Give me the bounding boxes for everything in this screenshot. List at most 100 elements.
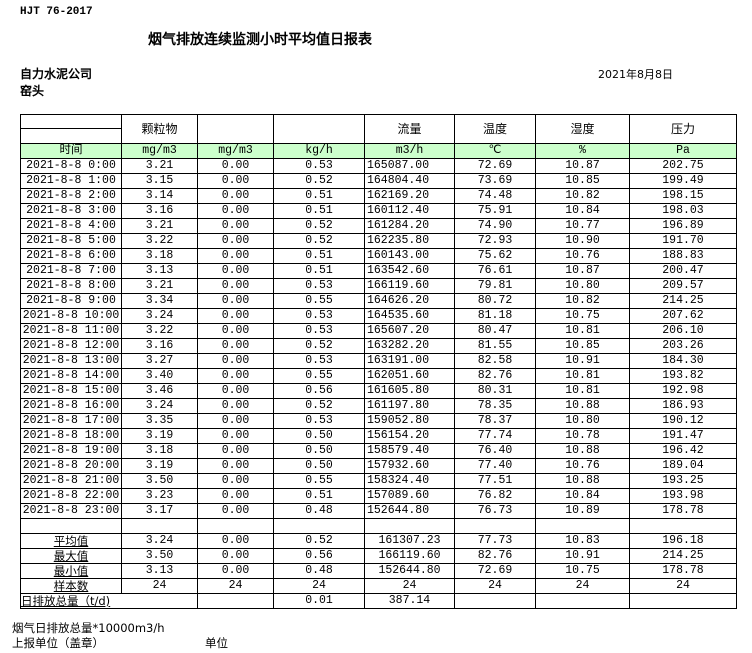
table-cell: 0.00 [197, 383, 274, 399]
table-row: 2021-8-8 13:00 3.27 0.00 0.53 163191.00 82.58… [20, 353, 737, 369]
table-cell: 163191.00 [364, 353, 455, 369]
table-row: 2021-8-8 23:00 3.17 0.00 0.48 152644.80 76.73… [20, 503, 737, 519]
summary-row: 最小值 3.13 0.00 0.48 152644.80 72.69 10.75 178.78 [20, 563, 737, 579]
table-cell: 78.35 [454, 398, 536, 414]
daily-total-cell [535, 593, 630, 609]
daily-total-cell: 0.01 [273, 593, 365, 609]
table-cell: 0.00 [197, 308, 274, 324]
table-cell: 2021-8-8 21:00 [20, 473, 122, 489]
table-cell: 76.73 [454, 503, 536, 519]
summary-cell: 166119.60 [364, 548, 455, 564]
table-cell: 0.53 [273, 413, 365, 429]
table-cell: 3.19 [121, 458, 198, 474]
header-cell [20, 114, 122, 144]
table-cell: 0.00 [197, 278, 274, 294]
table-row: 2021-8-8 5:00 3.22 0.00 0.52 162235.80 72.93 1… [20, 233, 737, 249]
unit-cell: ℃ [454, 143, 536, 159]
table-cell: 2021-8-8 15:00 [20, 383, 122, 399]
divider [21, 128, 121, 129]
table-cell: 3.35 [121, 413, 198, 429]
table-cell: 2021-8-8 3:00 [20, 203, 122, 219]
empty-cell [197, 518, 274, 534]
table-cell: 80.47 [454, 323, 536, 339]
summary-cell: 214.25 [629, 548, 737, 564]
location-label: 窑头 [20, 84, 45, 98]
table-cell: 77.40 [454, 458, 536, 474]
table-cell: 164804.40 [364, 173, 455, 189]
table-cell: 77.51 [454, 473, 536, 489]
empty-cell [364, 518, 455, 534]
summary-cell: 24 [197, 578, 274, 594]
table-cell: 2021-8-8 11:00 [20, 323, 122, 339]
table-cell: 0.52 [273, 338, 365, 354]
table-cell: 3.14 [121, 188, 198, 204]
table-cell: 0.52 [273, 233, 365, 249]
table-cell: 0.52 [273, 398, 365, 414]
table-cell: 0.53 [273, 353, 365, 369]
table-cell: 82.76 [454, 368, 536, 384]
table-row: 2021-8-8 7:00 3.13 0.00 0.51 163542.60 76.61 1… [20, 263, 737, 279]
summary-cell: 24 [273, 578, 365, 594]
table-cell: 157932.60 [364, 458, 455, 474]
table-cell: 81.18 [454, 308, 536, 324]
table-cell: 79.81 [454, 278, 536, 294]
table-row: 2021-8-8 3:00 3.16 0.00 0.51 160112.40 75.91 1… [20, 203, 737, 219]
empty-cell [629, 518, 737, 534]
summary-cell: 10.91 [535, 548, 630, 564]
summary-cell: 24 [121, 578, 198, 594]
table-row: 2021-8-8 8:00 3.21 0.00 0.53 166119.60 79.81 1… [20, 278, 737, 294]
table-cell: 161284.20 [364, 218, 455, 234]
table-cell: 74.90 [454, 218, 536, 234]
table-cell: 202.75 [629, 158, 737, 174]
table-cell: 10.88 [535, 473, 630, 489]
company-name: 自力水泥公司 [20, 67, 93, 81]
table-cell: 0.52 [273, 218, 365, 234]
table-cell: 2021-8-8 1:00 [20, 173, 122, 189]
table-cell: 191.47 [629, 428, 737, 444]
table-cell: 189.04 [629, 458, 737, 474]
table-cell: 10.88 [535, 398, 630, 414]
summary-cell: 3.50 [121, 548, 198, 564]
daily-total-row: 日排放总量（t/d) 0.01 387.14 [20, 593, 737, 609]
table-cell: 3.21 [121, 278, 198, 294]
table-row: 2021-8-8 18:00 3.19 0.00 0.50 156154.20 77.74… [20, 428, 737, 444]
table-cell: 2021-8-8 19:00 [20, 443, 122, 459]
table-cell: 10.87 [535, 263, 630, 279]
table-cell: 3.15 [121, 173, 198, 189]
table-cell: 198.15 [629, 188, 737, 204]
table-cell: 3.18 [121, 443, 198, 459]
table-cell: 0.00 [197, 488, 274, 504]
table-cell: 0.00 [197, 158, 274, 174]
table-cell: 10.90 [535, 233, 630, 249]
summary-row: 最大值 3.50 0.00 0.56 166119.60 82.76 10.91 214.25 [20, 548, 737, 564]
table-cell: 0.48 [273, 503, 365, 519]
header-cell: 温度 [454, 114, 536, 144]
footer-note: 烟气日排放总量*10000m3/h [12, 621, 165, 635]
table-cell: 3.27 [121, 353, 198, 369]
table-cell: 159052.80 [364, 413, 455, 429]
table-cell: 193.82 [629, 368, 737, 384]
table-cell: 10.81 [535, 323, 630, 339]
summary-row: 平均值 3.24 0.00 0.52 161307.23 77.73 10.83 196.18 [20, 533, 737, 549]
table-cell: 2021-8-8 14:00 [20, 368, 122, 384]
table-cell: 0.00 [197, 218, 274, 234]
table-cell: 160143.00 [364, 248, 455, 264]
table-row: 2021-8-8 15:00 3.46 0.00 0.56 161605.80 80.31… [20, 383, 737, 399]
table-cell: 10.85 [535, 338, 630, 354]
table-cell: 157089.60 [364, 488, 455, 504]
summary-row: 样本数 24 24 24 24 24 24 24 [20, 578, 737, 594]
table-cell: 10.91 [535, 353, 630, 369]
table-cell: 0.51 [273, 188, 365, 204]
table-cell: 158579.40 [364, 443, 455, 459]
table-cell: 0.00 [197, 338, 274, 354]
table-cell: 80.31 [454, 383, 536, 399]
table-cell: 2021-8-8 20:00 [20, 458, 122, 474]
table-cell: 162235.80 [364, 233, 455, 249]
summary-cell: 3.13 [121, 563, 198, 579]
report-date: 2021年8月8日 [598, 68, 673, 81]
table-row: 2021-8-8 11:00 3.22 0.00 0.53 165607.20 80.47… [20, 323, 737, 339]
table-row: 2021-8-8 16:00 3.24 0.00 0.52 161197.80 78.35… [20, 398, 737, 414]
table-cell: 78.37 [454, 413, 536, 429]
unit-cell: mg/m3 [197, 143, 274, 159]
empty-cell [121, 518, 198, 534]
